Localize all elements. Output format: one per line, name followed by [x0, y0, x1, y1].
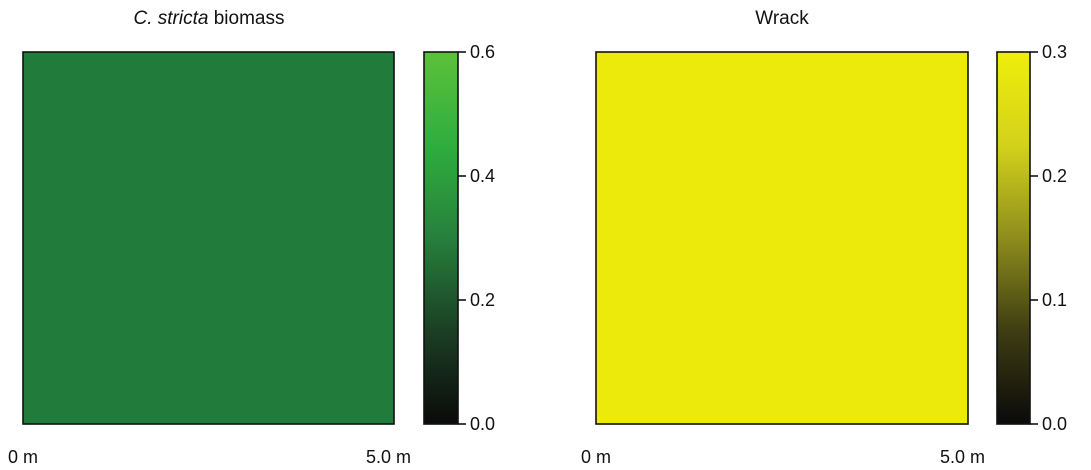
colorbar-gradient — [423, 51, 459, 425]
x-axis-label-end: 5.0 m — [366, 447, 411, 467]
colorbar-tick-label: 0.2 — [1042, 166, 1067, 186]
colorbar-tick-label: 0.0 — [1042, 414, 1067, 434]
heatmap-cell — [595, 51, 969, 425]
colorbar-tick-label: 0.2 — [470, 290, 495, 310]
colorbar: 0.0 0.1 0.2 0.3 — [996, 42, 1067, 434]
panel-wrack: Wrack 0 m 5.0 m 0.0 0.1 0.2 0.3 — [581, 8, 1067, 467]
x-axis-label-end: 5.0 m — [940, 447, 985, 467]
x-axis-label-start: 0 m — [8, 447, 38, 467]
x-axis-label-start: 0 m — [581, 447, 611, 467]
colorbar-tick-label: 0.6 — [470, 42, 495, 62]
colorbar: 0.0 0.2 0.4 0.6 — [423, 42, 495, 434]
colorbar-tick-label: 0.0 — [470, 414, 495, 434]
colorbar-tick-label: 0.4 — [470, 166, 495, 186]
colorbar-tick-label: 0.1 — [1042, 290, 1067, 310]
heatmap-cell — [22, 51, 395, 425]
title-rest: biomass — [208, 8, 284, 29]
panel-wrack-title: Wrack — [755, 8, 809, 29]
panel-biomass-title: C. stricta biomass — [134, 8, 285, 29]
title-italic: C. stricta — [134, 8, 209, 29]
panel-biomass: C. stricta biomass 0 m 5.0 m 0.00.20.40.… — [8, 8, 495, 467]
colorbar-tick-label: 0.3 — [1042, 42, 1067, 62]
colorbar-gradient — [996, 51, 1031, 425]
